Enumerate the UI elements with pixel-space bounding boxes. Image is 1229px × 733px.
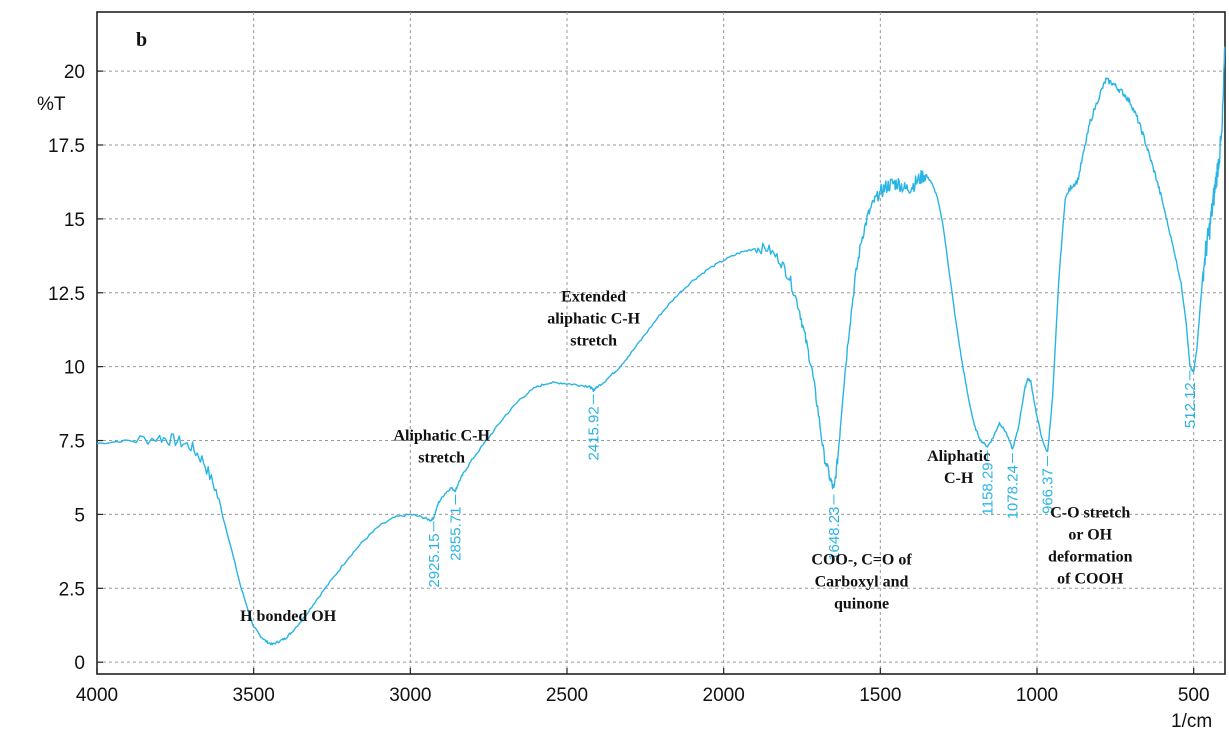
annotation-3-line-0: COO-, C=O of	[811, 552, 912, 569]
annotation-0: H bonded OH	[240, 608, 337, 625]
x-tick-label-500: 500	[1178, 685, 1210, 706]
grid	[97, 12, 1225, 674]
peak-966.37: 966.37	[1040, 456, 1057, 514]
annotation-1-line-1: stretch	[418, 450, 465, 467]
peak-label-2855.71: 2855.71	[448, 507, 465, 561]
x-tick-label-4000: 4000	[76, 685, 118, 706]
annotation-5: C-O stretch or OH deformation of COOH	[1048, 504, 1133, 587]
annotation-2: Extended aliphatic C-H stretch	[547, 289, 640, 350]
annotation-2-line-2: stretch	[570, 333, 617, 350]
y-axis-label: %T	[37, 94, 66, 115]
annotation-1-line-0: Aliphatic C-H	[393, 428, 490, 445]
peak-1158.29: 1158.29	[979, 450, 996, 515]
peak-labels: 2925.15 2855.71 2415.92 1648.23 1158.29 1078.…	[426, 370, 1199, 588]
y-tick-label-6: 15	[64, 210, 85, 231]
x-tick-label-3500: 3500	[233, 685, 275, 706]
plot-frame	[96, 11, 1226, 675]
peak-label-966.37: 966.37	[1040, 468, 1057, 514]
y-tick-label-0: 0	[74, 653, 85, 674]
annotation-4: Aliphatic C-H	[927, 448, 990, 487]
annotation-0-line-0: H bonded OH	[240, 608, 337, 625]
peak-2855.71: 2855.71	[448, 494, 465, 561]
peak-1648.23: 1648.23	[826, 494, 843, 561]
annotation-4-line-1: C-H	[944, 470, 974, 487]
peak-label-1158.29: 1158.29	[979, 462, 996, 515]
annotation-3: COO-, C=O of Carboxyl and quinone	[811, 552, 912, 613]
y-tick-label-8: 20	[64, 62, 85, 83]
peak-2925.15: 2925.15	[426, 521, 443, 588]
peak-label-512.12: 512.12	[1182, 382, 1199, 428]
panel-letter: b	[136, 29, 147, 51]
peak-2415.92: 2415.92	[585, 394, 602, 460]
annotation-1: Aliphatic C-H stretch	[393, 428, 490, 467]
annotation-4-line-0: Aliphatic	[927, 448, 990, 465]
annotation-3-line-2: quinone	[834, 596, 889, 613]
plot-area	[96, 46, 1226, 646]
x-tick-label-1500: 1500	[859, 685, 901, 706]
annotation-2-line-1: aliphatic C-H	[547, 311, 640, 328]
peak-1078.24: 1078.24	[1004, 453, 1021, 519]
peak-512.12: 512.12	[1182, 370, 1199, 428]
annotation-5-line-0: C-O stretch	[1050, 504, 1130, 521]
peak-label-2925.15: 2925.15	[426, 533, 443, 587]
x-tick-label-1000: 1000	[1016, 685, 1058, 706]
y-tick-label-7: 17.5	[48, 136, 85, 157]
x-tick-label-3000: 3000	[389, 685, 431, 706]
annotation-2-line-0: Extended	[561, 289, 626, 306]
y-tick-label-2: 5	[74, 505, 85, 526]
x-tick-label-2000: 2000	[703, 685, 745, 706]
spectrum-line-0	[96, 46, 1226, 646]
annotation-3-line-1: Carboxyl and	[815, 574, 909, 591]
peak-label-1648.23: 1648.23	[826, 507, 843, 561]
peak-label-2415.92: 2415.92	[585, 406, 602, 460]
x-axis-label: 1/cm	[1171, 711, 1212, 732]
axes: 4000 3500 3000 2500 2000 1500 1000 500 0 2.5 5 7.5 1…	[48, 62, 1210, 706]
y-tick-label-5: 12.5	[48, 284, 85, 305]
annotation-5-line-1: or OH	[1068, 526, 1112, 543]
peak-label-1078.24: 1078.24	[1004, 465, 1021, 519]
y-tick-label-4: 10	[64, 358, 85, 379]
y-tick-label-1: 2.5	[59, 579, 85, 600]
annotations: H bonded OH Aliphatic C-H stretch Extended a…	[240, 289, 1132, 625]
annotation-5-line-3: of COOH	[1057, 570, 1124, 587]
annotation-5-line-2: deformation	[1048, 548, 1133, 565]
y-tick-label-3: 7.5	[59, 432, 85, 453]
x-tick-label-2500: 2500	[546, 685, 588, 706]
